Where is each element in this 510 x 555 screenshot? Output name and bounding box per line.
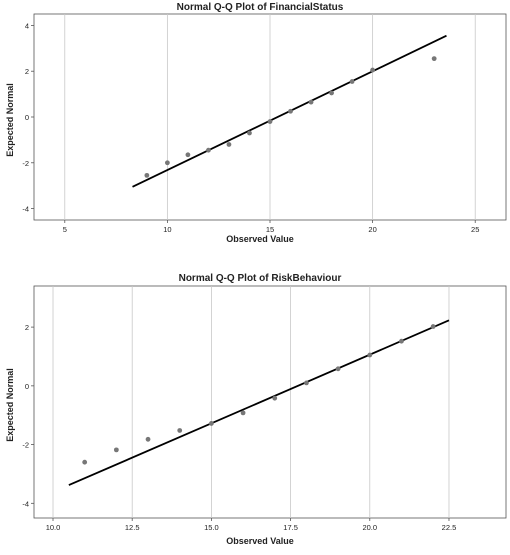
chart-1-data-point [304, 380, 309, 386]
chart-1-data-point [272, 395, 278, 401]
chart-1-y-tick-label: 0 [25, 382, 29, 391]
chart-1-data-point [399, 338, 404, 344]
chart-0-data-point [431, 56, 437, 62]
chart-0-x-tick-label: 25 [471, 225, 479, 234]
chart-1-y-axis-label: Expected Normal [5, 368, 15, 442]
chart-1-data-point [430, 324, 436, 329]
chart-1-data-point [82, 459, 88, 465]
riskbehaviour-qq-chart: 10.0 12.5 15.0 17.5 20.0 22.5 -4 -2 0 2 Normal Q-Q… [5, 273, 507, 546]
chart-0-y-tick-label: 2 [25, 67, 29, 76]
chart-1-data-point [145, 436, 151, 442]
financialstatus-qq-chart: 5 10 15 20 25 -4 -2 0 2 4 Normal Q-Q Plot of Finan… [5, 2, 507, 244]
chart-0-y-tick-label: -4 [22, 205, 29, 214]
chart-0-x-tick-label: 20 [368, 225, 376, 234]
chart-0-data-point [308, 99, 314, 105]
chart-0-y-tick-label: 4 [25, 21, 29, 30]
chart-0-data-point [349, 79, 355, 84]
chart-0-title: Normal Q-Q Plot of FinancialStatus [177, 2, 344, 13]
chart-1-x-tick-label: 12.5 [125, 523, 140, 532]
chart-0-data-point [144, 172, 150, 178]
chart-1-x-tick-label: 10.0 [46, 523, 61, 532]
chart-1-title: Normal Q-Q Plot of RiskBehaviour [179, 273, 342, 284]
chart-1-y-tick-label: -4 [22, 499, 29, 508]
chart-0-x-tick-label: 15 [266, 225, 274, 234]
chart-0-data-point [226, 142, 232, 147]
chart-0-data-point [185, 152, 191, 158]
chart-1-plot-frame [33, 285, 507, 519]
chart-1-data-point [208, 421, 214, 426]
chart-0-x-tick-label: 10 [163, 225, 171, 234]
chart-0-data-point [370, 67, 376, 73]
chart-1-x-tick-label: 17.5 [283, 523, 298, 532]
chart-1-data-point [177, 428, 183, 433]
chart-0-y-tick-label: -2 [22, 159, 29, 168]
chart-0-data-point [164, 160, 170, 166]
chart-1-data-point [335, 366, 341, 372]
chart-1-y-tick-label: -2 [22, 441, 29, 450]
chart-0-data-point [267, 119, 273, 124]
chart-1-reference-line [68, 319, 450, 486]
chart-1-data-point [113, 447, 119, 453]
chart-0-data-point [329, 90, 334, 96]
chart-1-data-point [367, 352, 373, 358]
chart-1-data-point [240, 410, 246, 416]
chart-0-y-axis-label: Expected Normal [5, 83, 15, 157]
chart-0-data-point [206, 147, 211, 153]
chart-0-x-tick-label: 5 [63, 225, 67, 234]
chart-0-data-point [288, 108, 293, 114]
chart-1-x-tick-label: 20.0 [362, 523, 377, 532]
chart-0-x-axis-label: Observed Value [226, 234, 294, 244]
chart-1-y-tick-label: 2 [25, 323, 29, 332]
chart-0-y-tick-label: 0 [25, 113, 29, 122]
chart-1-x-tick-label: 22.5 [442, 523, 457, 532]
chart-0-data-point [247, 130, 252, 136]
chart-1-x-axis-label: Observed Value [226, 536, 294, 546]
chart-1-x-tick-label: 15.0 [204, 523, 219, 532]
